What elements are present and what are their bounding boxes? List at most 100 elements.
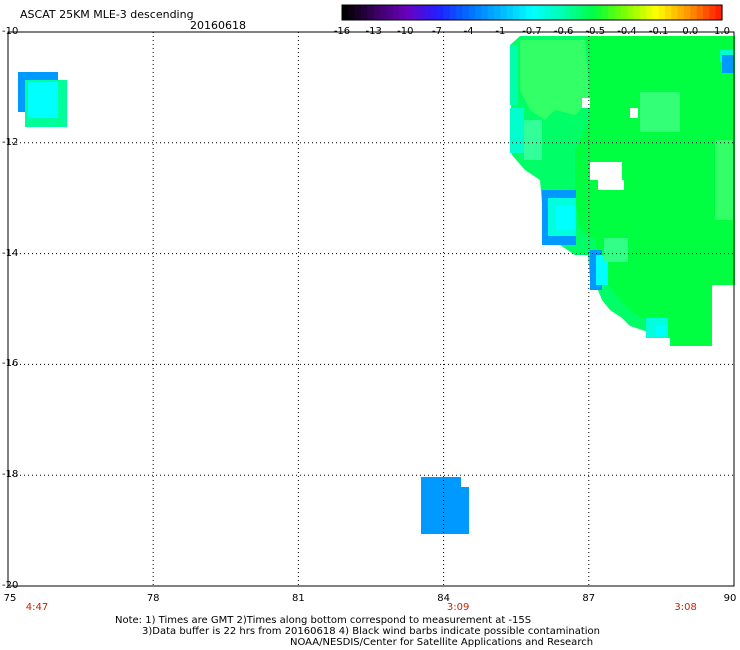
colorbar-swatch <box>576 5 584 20</box>
colorbar-swatch <box>392 5 400 20</box>
colorbar-swatch <box>652 5 660 20</box>
colorbar-swatch <box>380 5 387 20</box>
colorbar-label: -7 <box>432 26 442 37</box>
colorbar-swatch <box>411 5 419 20</box>
time-label: 4:47 <box>25 602 49 613</box>
colorbar-swatch <box>608 5 615 20</box>
longitude-label: 78 <box>146 593 160 604</box>
latitude-label: -20 <box>2 580 19 591</box>
data-cell <box>715 140 733 220</box>
colorbar-swatch <box>373 5 381 20</box>
colorbar-swatch <box>595 5 603 20</box>
colorbar-swatch <box>348 5 356 20</box>
time-label: 3:08 <box>674 602 697 613</box>
longitude-label: 81 <box>292 593 305 604</box>
latitude-label: -18 <box>2 469 19 481</box>
colorbar-swatch <box>342 5 349 20</box>
chart-title: ASCAT 25KM MLE-3 descending <box>20 8 194 21</box>
data-cell <box>510 45 518 105</box>
colorbar-swatch <box>437 5 444 20</box>
data-cell <box>524 120 542 160</box>
colorbar-swatch <box>627 5 634 20</box>
colorbar-swatch <box>677 5 685 20</box>
colorbar-label: -0.6 <box>553 26 574 37</box>
latitude-label: -10 <box>2 26 19 37</box>
colorbar-swatch <box>620 5 628 20</box>
map-grid <box>8 32 734 586</box>
longitude-label: 84 <box>437 593 450 604</box>
colorbar <box>341 4 723 21</box>
colorbar-swatch <box>696 5 704 20</box>
data-cell <box>604 238 628 262</box>
colorbar-swatch <box>449 5 457 20</box>
colorbar-swatch <box>671 5 679 20</box>
colorbar-label: -0.5 <box>585 26 606 37</box>
colorbar-swatch <box>589 5 596 20</box>
colorbar-swatch <box>354 5 362 20</box>
colorbar-swatch <box>386 5 394 20</box>
colorbar-label: -13 <box>365 26 382 37</box>
colorbar-swatch <box>481 5 489 20</box>
colorbar-swatch <box>456 5 463 20</box>
colorbar-label: -4 <box>463 26 474 37</box>
colorbar-swatch <box>665 5 672 20</box>
colorbar-swatch <box>703 5 710 20</box>
colorbar-swatch <box>506 5 514 20</box>
colorbar-swatch <box>424 5 432 20</box>
colorbar-swatch <box>601 5 609 20</box>
mle-data-cells <box>18 36 735 534</box>
colorbar-label: 1.0 <box>714 26 730 37</box>
data-gap <box>630 108 638 118</box>
colorbar-swatch <box>418 5 425 20</box>
data-cell <box>28 82 58 118</box>
colorbar-label: -16 <box>333 26 351 37</box>
colorbar-swatch <box>443 5 451 20</box>
colorbar-swatch <box>544 5 552 20</box>
latitude-label: -12 <box>2 136 19 148</box>
chart-date: 20160618 <box>190 19 246 32</box>
colorbar-swatch <box>570 5 577 20</box>
colorbar-swatch <box>475 5 482 20</box>
map-frame <box>7 31 735 587</box>
colorbar-label: -10 <box>397 26 414 37</box>
colorbar-label: -0.1 <box>648 26 669 37</box>
colorbar-swatch <box>639 5 647 20</box>
footer-note-1: Note: 1) Times are GMT 2)Times along bot… <box>115 615 532 626</box>
colorbar-swatch <box>494 5 501 20</box>
data-swath <box>520 40 590 120</box>
data-cell <box>510 108 524 153</box>
colorbar-swatch <box>684 5 691 20</box>
colorbar-frame <box>341 4 723 21</box>
data-cell <box>656 326 666 336</box>
data-gap <box>598 180 624 190</box>
longitude-label: 87 <box>582 593 596 604</box>
colorbar-swatch <box>525 5 533 20</box>
longitude-label: 75 <box>3 593 17 604</box>
data-cell <box>640 92 680 132</box>
data-cell <box>722 55 734 73</box>
data-cell <box>421 477 461 534</box>
colorbar-label: -0.4 <box>617 26 637 37</box>
colorbar-swatch <box>532 5 539 20</box>
data-cell <box>596 255 608 285</box>
colorbar-swatch <box>405 5 413 20</box>
colorbar-swatch <box>715 5 723 20</box>
colorbar-label: -0.7 <box>522 26 542 37</box>
colorbar-swatch <box>399 5 406 20</box>
colorbar-swatch <box>690 5 698 20</box>
time-label: 3:09 <box>446 602 470 613</box>
colorbar-swatch <box>633 5 641 20</box>
colorbar-swatch <box>367 5 375 20</box>
colorbar-swatch <box>487 5 495 20</box>
colorbar-swatch <box>500 5 508 20</box>
latitude-label: -16 <box>2 358 19 370</box>
data-gap <box>590 162 622 180</box>
colorbar-swatch <box>538 5 546 20</box>
data-swath <box>575 36 735 346</box>
colorbar-swatch <box>563 5 571 20</box>
colorbar-swatch <box>646 5 653 20</box>
data-cell <box>556 205 576 230</box>
footer-note-2: 3)Data buffer is 22 hrs from 20160618 4)… <box>142 626 600 637</box>
data-cell <box>455 487 469 534</box>
